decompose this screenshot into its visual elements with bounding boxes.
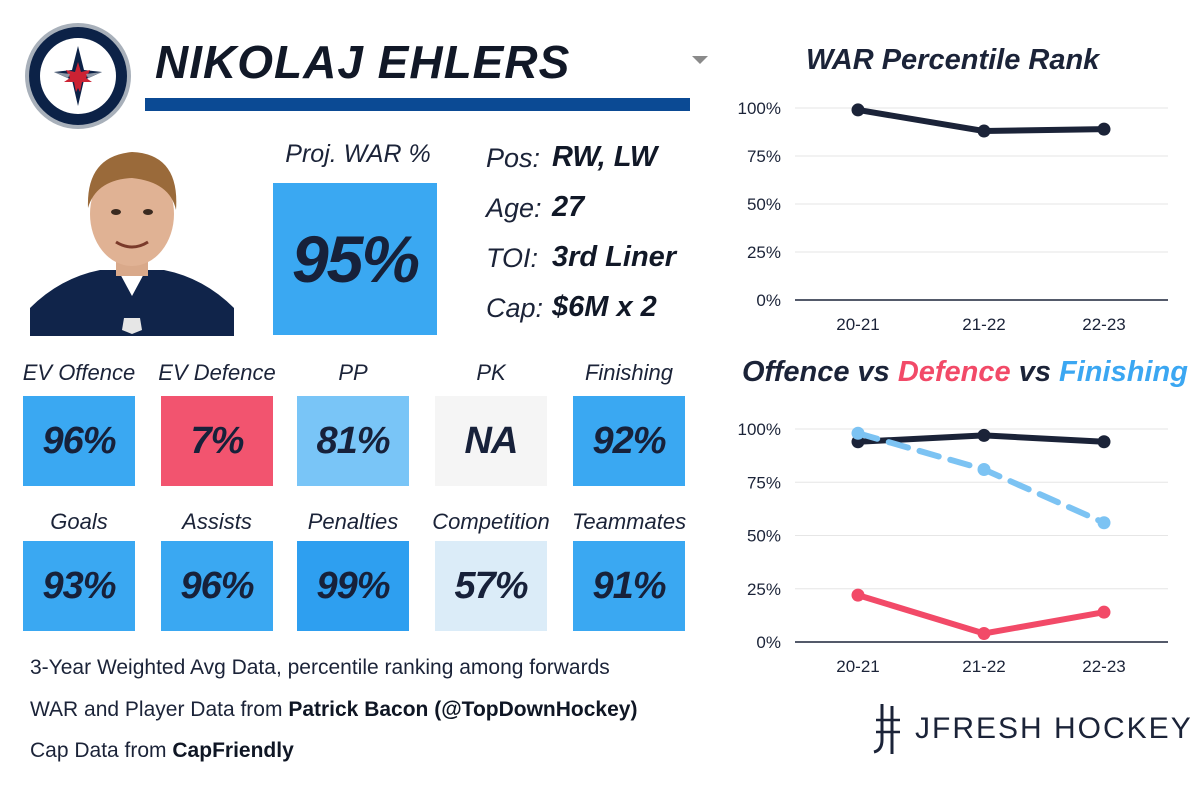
x-tick-label: 21-22 bbox=[962, 315, 1005, 334]
y-tick-label: 75% bbox=[747, 473, 781, 492]
footer-source-war-name: Patrick Bacon (@TopDownHockey) bbox=[288, 698, 638, 721]
stat-value-ev-offence: 96% bbox=[42, 419, 116, 462]
info-value-age: 27 bbox=[552, 191, 585, 223]
stat-label-ev-offence: EV Offence bbox=[22, 360, 136, 385]
data-point bbox=[1097, 605, 1111, 619]
data-point bbox=[1097, 122, 1111, 136]
stat-value-goals: 93% bbox=[42, 564, 116, 607]
x-tick-label: 21-22 bbox=[962, 657, 1005, 676]
stat-value-ev-defence: 7% bbox=[190, 419, 245, 462]
data-point bbox=[977, 124, 991, 138]
player-headshot bbox=[30, 138, 234, 336]
proj-war-label: Proj. WAR % bbox=[285, 140, 431, 168]
footer-note: 3-Year Weighted Avg Data, percentile ran… bbox=[30, 656, 610, 679]
footer-source-cap-prefix: Cap Data from bbox=[30, 739, 173, 762]
brand-logo-icon bbox=[873, 704, 900, 754]
chart1-title: WAR Percentile Rank bbox=[806, 44, 1100, 76]
stat-label-assists: Assists bbox=[182, 509, 252, 534]
stat-value-pp: 81% bbox=[316, 419, 390, 462]
proj-war-value: 95% bbox=[291, 222, 420, 296]
stat-value-teammates: 91% bbox=[592, 564, 666, 607]
x-tick-label: 20-21 bbox=[836, 657, 879, 676]
footer-source-cap: Cap Data from CapFriendly bbox=[30, 739, 294, 763]
player-name: NIKOLAJ EHLERS bbox=[155, 36, 571, 88]
info-label-toi: TOI: bbox=[486, 243, 539, 273]
stat-value-penalties: 99% bbox=[316, 564, 390, 607]
stat-value-pk: NA bbox=[464, 419, 519, 462]
war-percentile-chart: 0% 25% 50% 75% 100% 20-21 21-22 22-23 bbox=[738, 99, 1168, 334]
info-label-age: Age: bbox=[486, 193, 542, 223]
stat-box-finishing: 92% bbox=[573, 396, 685, 486]
x-tick-label: 22-23 bbox=[1082, 315, 1125, 334]
chart2-title-vs-1: vs bbox=[849, 356, 898, 388]
info-label-cap: Cap: bbox=[486, 293, 544, 323]
stat-box-ev-offence: 96% bbox=[23, 396, 135, 486]
data-point bbox=[977, 626, 991, 640]
x-tick-label: 20-21 bbox=[836, 315, 879, 334]
proj-war-box: 95% bbox=[273, 183, 437, 335]
stat-label-goals: Goals bbox=[50, 509, 108, 534]
footer-source-cap-name: CapFriendly bbox=[172, 739, 294, 762]
chart2-title-finishing: Finishing bbox=[1059, 356, 1188, 388]
data-point bbox=[851, 103, 865, 117]
info-value-pos: RW, LW bbox=[552, 141, 658, 173]
chart2-title-offence: Offence bbox=[742, 356, 850, 388]
brand-text: JFRESH HOCKEY bbox=[915, 712, 1193, 745]
data-point bbox=[851, 426, 865, 440]
data-point bbox=[977, 462, 991, 476]
stat-label-ev-defence: EV Defence bbox=[158, 360, 276, 385]
info-label-pos: Pos: bbox=[486, 143, 541, 173]
footer-source-war: WAR and Player Data from Patrick Bacon (… bbox=[30, 698, 637, 722]
stat-box-ev-defence: 7% bbox=[161, 396, 273, 486]
chart2-title-vs-2: vs bbox=[1010, 356, 1060, 388]
stat-box-goals: 93% bbox=[23, 541, 135, 631]
stat-box-pk: NA bbox=[435, 396, 547, 486]
stat-label-pp: PP bbox=[338, 360, 368, 385]
stat-label-pk: PK bbox=[476, 360, 506, 385]
stat-box-penalties: 99% bbox=[297, 541, 409, 631]
stat-label-penalties: Penalties bbox=[307, 509, 399, 534]
stat-value-competition: 57% bbox=[454, 564, 528, 607]
stat-label-teammates: Teammates bbox=[571, 509, 687, 534]
info-value-toi: 3rd Liner bbox=[552, 241, 677, 273]
y-tick-label: 25% bbox=[747, 580, 781, 599]
y-tick-label: 0% bbox=[756, 633, 781, 652]
data-point bbox=[1097, 516, 1111, 530]
stat-value-assists: 96% bbox=[180, 564, 254, 607]
data-point bbox=[851, 588, 865, 602]
y-tick-label: 100% bbox=[738, 99, 781, 118]
team-logo bbox=[25, 23, 131, 129]
footer-source-war-prefix: WAR and Player Data from bbox=[30, 698, 289, 721]
stat-label-finishing: Finishing bbox=[584, 360, 674, 385]
chart2-title: Offence vs Defence vs Finishing bbox=[742, 356, 1188, 389]
offence-defence-finishing-chart: 0% 25% 50% 75% 100% 20-21 21-22 22-23 bbox=[738, 420, 1168, 676]
stat-label-competition: Competition bbox=[432, 509, 550, 534]
y-tick-label: 75% bbox=[747, 147, 781, 166]
stat-box-assists: 96% bbox=[161, 541, 273, 631]
y-tick-label: 50% bbox=[747, 527, 781, 546]
data-point bbox=[977, 428, 991, 442]
y-tick-label: 25% bbox=[747, 243, 781, 262]
x-tick-label: 22-23 bbox=[1082, 657, 1125, 676]
chevron-down-icon[interactable] bbox=[692, 56, 708, 64]
data-point bbox=[1097, 435, 1111, 449]
info-value-cap: $6M x 2 bbox=[552, 291, 657, 323]
chart2-title-defence: Defence bbox=[897, 356, 1011, 388]
stat-box-pp: 81% bbox=[297, 396, 409, 486]
stat-value-finishing: 92% bbox=[592, 419, 666, 462]
y-tick-label: 0% bbox=[756, 291, 781, 310]
y-tick-label: 100% bbox=[738, 420, 781, 439]
stat-box-teammates: 91% bbox=[573, 541, 685, 631]
stat-box-competition: 57% bbox=[435, 541, 547, 631]
series-line-finishing bbox=[855, 430, 1107, 526]
name-underline bbox=[145, 98, 690, 111]
y-tick-label: 50% bbox=[747, 195, 781, 214]
